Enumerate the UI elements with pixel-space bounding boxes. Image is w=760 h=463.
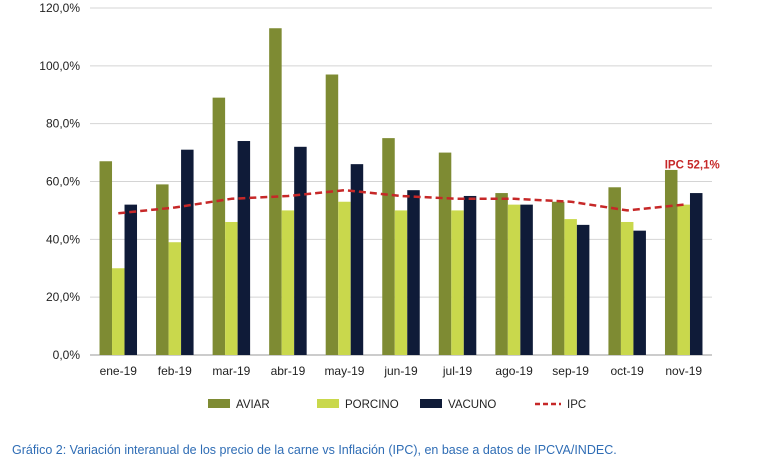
y-tick-label: 80,0% [46, 117, 80, 131]
x-tick-label: nov-19 [665, 364, 702, 378]
bar-porcino-abr-19 [281, 210, 295, 355]
bar-vacuno-abr-19 [294, 146, 307, 355]
bar-aviar-abr-19 [269, 28, 282, 355]
bar-vacuno-nov-19 [689, 193, 703, 355]
bar-porcino-oct-19 [620, 221, 634, 355]
ipc-annotation: IPC 52,1% [665, 160, 720, 172]
y-tick-label: 100,0% [39, 59, 80, 73]
legend-label-aviar: AVIAR [236, 399, 270, 411]
y-tick-label: 40,0% [46, 232, 80, 246]
bar-vacuno-ene-19 [124, 204, 138, 355]
y-tick-label: 0,0% [53, 348, 81, 362]
legend-swatch-porcino [317, 399, 339, 408]
x-tick-label: ene-19 [100, 364, 138, 378]
bar-porcino-feb-19 [168, 242, 182, 355]
bar-porcino-mar-19 [225, 221, 238, 355]
bar-aviar-oct-19 [608, 187, 621, 355]
bar-porcino-jun-19 [394, 210, 408, 355]
bar-vacuno-oct-19 [633, 230, 646, 355]
bar-vacuno-may-19 [350, 164, 364, 355]
x-tick-label: oct-19 [611, 364, 645, 378]
x-axis: ene-19 feb-19 mar-19 abr-19 may-19 jun-19 jul-… [100, 364, 703, 378]
bar-porcino-jul-19 [451, 210, 464, 355]
bar-porcino-ago-19 [507, 204, 521, 355]
bar-vacuno-sep-19 [576, 224, 590, 355]
legend: AVIAR PORCINO VACUNO IPC [208, 399, 586, 411]
y-tick-label: 20,0% [46, 290, 80, 304]
bar-vacuno-feb-19 [181, 149, 194, 355]
bar-porcino-ene-19 [112, 268, 125, 355]
legend-label-porcino: PORCINO [345, 399, 399, 411]
y-tick-label: 120,0% [39, 1, 80, 15]
y-axis: 0,0% 20,0% 40,0% 60,0% 80,0% 100,0% 120,0% [39, 1, 80, 362]
legend-label-vacuno: VACUNO [448, 399, 496, 411]
bar-vacuno-mar-19 [237, 141, 251, 355]
x-tick-label: jun-19 [383, 364, 418, 378]
bar-aviar-sep-19 [551, 201, 565, 355]
x-tick-label: feb-19 [158, 364, 192, 378]
y-tick-label: 60,0% [46, 175, 80, 189]
bar-aviar-jul-19 [438, 152, 452, 355]
x-tick-label: sep-19 [552, 364, 589, 378]
legend-swatch-vacuno [420, 399, 442, 408]
bar-aviar-mar-19 [212, 97, 226, 356]
bars [99, 28, 703, 356]
bar-vacuno-ago-19 [520, 204, 533, 355]
bar-aviar-may-19 [325, 74, 339, 355]
bar-porcino-may-19 [338, 201, 351, 355]
x-tick-label: jul-19 [442, 364, 473, 378]
bar-aviar-feb-19 [156, 184, 169, 355]
x-tick-label: ago-19 [495, 364, 533, 378]
bar-vacuno-jul-19 [463, 195, 477, 355]
bar-vacuno-jun-19 [407, 190, 420, 355]
bar-aviar-ago-19 [495, 193, 508, 355]
bar-aviar-nov-19 [664, 169, 678, 355]
legend-label-ipc: IPC [567, 399, 586, 411]
bar-aviar-ene-19 [99, 161, 113, 355]
bar-aviar-jun-19 [382, 138, 395, 355]
bar-porcino-sep-19 [564, 219, 577, 355]
bar-porcino-nov-19 [677, 204, 690, 355]
x-tick-label: mar-19 [212, 364, 250, 378]
chart-caption: Gráfico 2: Variación interanual de los p… [12, 443, 617, 457]
x-tick-label: abr-19 [271, 364, 306, 378]
ipc-line [118, 188, 684, 215]
ipc-line-group [118, 188, 684, 215]
legend-swatch-aviar [208, 399, 230, 408]
x-tick-label: may-19 [324, 364, 364, 378]
